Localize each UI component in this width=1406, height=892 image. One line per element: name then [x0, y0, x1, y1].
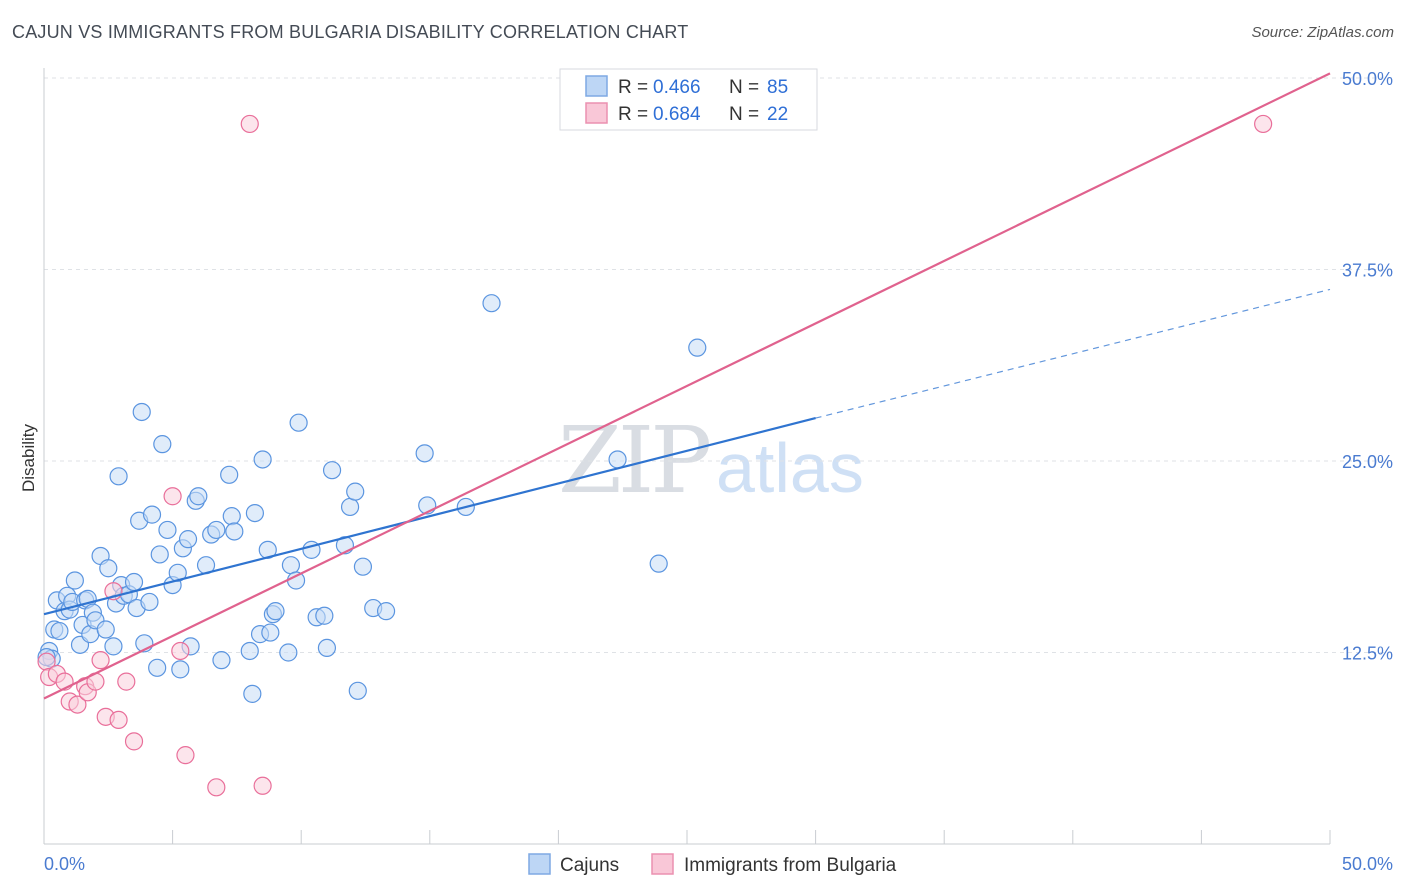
point-cajuns-77 — [415, 444, 434, 463]
point-bulgaria-12 — [109, 710, 128, 730]
point-cajuns-39 — [171, 660, 190, 679]
point-cajuns-41 — [178, 530, 198, 549]
point-cajuns-56 — [253, 450, 272, 469]
legend-n-value-cajuns: 85 — [767, 77, 788, 98]
legend-r-label-cajuns: R = — [618, 77, 648, 98]
point-cajuns-53 — [243, 684, 262, 703]
y-tick-label-2: 37.5% — [1342, 261, 1393, 281]
legend-swatch-cajuns — [585, 75, 608, 97]
legend-n-label-cajuns: N = — [729, 77, 759, 98]
legend-n-label-bulgaria: N = — [729, 104, 759, 125]
point-cajuns-29 — [132, 402, 151, 422]
trendlines — [43, 72, 1331, 700]
point-cajuns-49 — [220, 465, 239, 484]
point-cajuns-69 — [322, 461, 342, 480]
bottom-legend-swatch-bulgaria — [651, 853, 674, 875]
y-tick-labels: 12.5% 25.0% 37.5% 50.0% — [1342, 69, 1393, 664]
point-bulgaria-9 — [91, 651, 110, 670]
x-ticks — [172, 830, 1331, 844]
point-cajuns-9 — [65, 571, 84, 590]
point-cajuns-50 — [222, 507, 241, 526]
point-cajuns-61 — [279, 643, 298, 662]
y-tick-label-3: 50.0% — [1342, 69, 1393, 89]
point-cajuns-47 — [207, 520, 226, 540]
source-label: Source: ZipAtlas.com — [1251, 24, 1394, 41]
point-cajuns-32 — [142, 505, 162, 524]
point-bulgaria-18 — [207, 778, 226, 797]
point-bulgaria-5 — [68, 695, 87, 714]
point-bulgaria-14 — [124, 732, 144, 751]
point-cajuns-52 — [240, 641, 259, 661]
point-cajuns-73 — [348, 681, 367, 700]
point-bulgaria-20 — [253, 776, 272, 795]
point-cajuns-64 — [289, 413, 308, 432]
trendline-bulgaria — [43, 72, 1331, 700]
point-cajuns-36 — [158, 520, 177, 540]
bottom-legend-bulgaria: Immigrants from Bulgaria — [684, 855, 897, 876]
legend-r-value-bulgaria: 0.684 — [653, 104, 701, 125]
point-bulgaria-15 — [163, 487, 182, 506]
x-tick-label-max: 50.0% — [1342, 854, 1393, 874]
point-bulgaria-16 — [171, 641, 190, 661]
series-cajuns-points — [37, 294, 707, 703]
point-cajuns-80 — [482, 294, 501, 313]
legend-box: R = 0.466 N = 85 R = 0.684 N = 22 — [559, 68, 818, 131]
point-cajuns-81 — [608, 450, 627, 469]
trendline-cajuns-extension — [815, 288, 1331, 419]
point-cajuns-51 — [225, 522, 244, 541]
point-bulgaria-17 — [176, 746, 195, 765]
legend-r-value-cajuns: 0.466 — [653, 77, 701, 98]
point-cajuns-83 — [688, 338, 707, 357]
point-bulgaria-19 — [240, 114, 259, 134]
point-cajuns-82 — [649, 554, 668, 573]
point-cajuns-20 — [104, 637, 123, 656]
point-cajuns-44 — [189, 487, 208, 506]
point-cajuns-76 — [376, 602, 396, 621]
point-bulgaria-21 — [1254, 114, 1273, 134]
legend-r-label-bulgaria: R = — [618, 104, 648, 125]
gridlines — [44, 77, 1393, 653]
point-cajuns-22 — [109, 467, 128, 486]
series-bulgaria-points — [37, 114, 1273, 797]
point-cajuns-58 — [261, 623, 280, 642]
point-cajuns-48 — [212, 651, 231, 670]
point-cajuns-74 — [353, 557, 373, 576]
watermark-atlas: atlas — [716, 429, 864, 507]
legend-n-value-bulgaria: 22 — [767, 104, 788, 125]
y-tick-label-0: 12.5% — [1342, 644, 1393, 664]
point-cajuns-62 — [281, 556, 301, 575]
x-tick-label-min: 0.0% — [44, 854, 85, 874]
point-cajuns-33 — [148, 658, 167, 677]
y-tick-label-1: 25.0% — [1342, 452, 1393, 472]
point-cajuns-72 — [346, 482, 365, 501]
point-cajuns-18 — [96, 620, 115, 639]
bottom-legend: Cajuns Immigrants from Bulgaria — [528, 853, 897, 876]
point-cajuns-60 — [266, 602, 285, 621]
point-cajuns-4 — [50, 621, 69, 641]
bottom-legend-swatch-cajuns — [528, 853, 551, 875]
point-cajuns-19 — [99, 559, 118, 578]
legend-swatch-bulgaria — [585, 102, 608, 124]
point-cajuns-67 — [315, 606, 334, 625]
y-axis-label: Disability — [19, 423, 38, 492]
point-cajuns-26 — [124, 572, 144, 592]
point-cajuns-34 — [150, 545, 169, 564]
point-cajuns-31 — [140, 592, 159, 612]
point-cajuns-54 — [245, 503, 265, 523]
trendline-cajuns — [43, 417, 816, 616]
chart-title: CAJUN VS IMMIGRANTS FROM BULGARIA DISABI… — [12, 22, 689, 42]
bottom-legend-cajuns: Cajuns — [560, 855, 619, 876]
point-bulgaria-13 — [117, 672, 136, 691]
point-cajuns-68 — [317, 638, 337, 658]
point-cajuns-71 — [340, 497, 360, 517]
point-cajuns-63 — [286, 571, 306, 590]
point-cajuns-35 — [153, 435, 172, 454]
